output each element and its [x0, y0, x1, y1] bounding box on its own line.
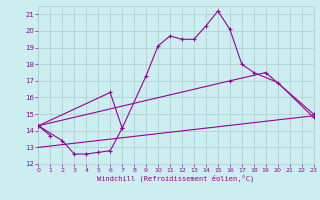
X-axis label: Windchill (Refroidissement éolien,°C): Windchill (Refroidissement éolien,°C) [97, 175, 255, 182]
